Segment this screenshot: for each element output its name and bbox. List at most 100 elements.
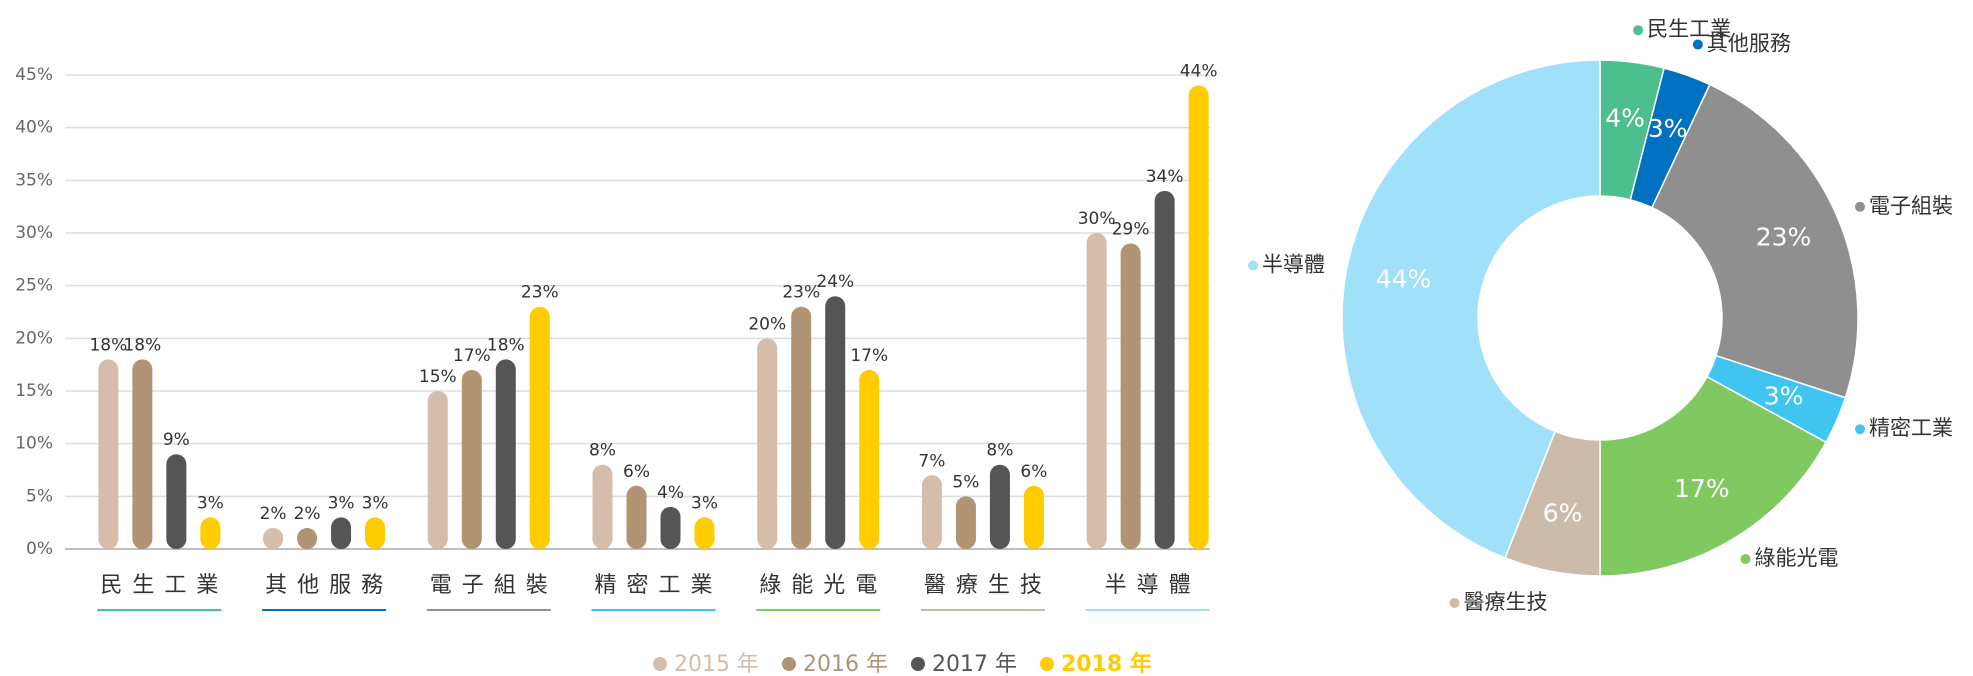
bar [825, 296, 846, 549]
value-label: 23% [521, 283, 559, 303]
bar [989, 464, 1010, 549]
legend-label: 2015 年 [674, 652, 759, 676]
y-tick-label: 45% [15, 65, 53, 85]
legend-label: 2018 年 [1061, 651, 1152, 676]
slice-category-label: 綠能光電 [1755, 546, 1839, 570]
value-label: 7% [918, 451, 945, 471]
value-label: 17% [850, 346, 888, 366]
value-label: 3% [691, 493, 718, 513]
bar [263, 527, 284, 549]
value-label: 2% [260, 504, 287, 524]
y-tick-label: 5% [26, 486, 53, 506]
bar [166, 454, 187, 549]
value-label: 23% [782, 283, 820, 303]
bar [592, 464, 613, 549]
value-label: 4% [657, 483, 684, 503]
slice-value-label: 6% [1543, 498, 1583, 527]
bar [1188, 85, 1209, 550]
value-label: 2% [294, 504, 321, 524]
value-label: 44% [1180, 62, 1218, 82]
slice-category-marker [1633, 25, 1644, 36]
bar [791, 306, 812, 549]
legend-marker [910, 657, 925, 671]
y-tick-label: 30% [15, 223, 53, 243]
value-label: 3% [328, 493, 355, 513]
value-label: 20% [748, 314, 786, 334]
value-label: 8% [986, 441, 1013, 461]
bar [427, 391, 448, 549]
slice-value-label: 4% [1605, 104, 1645, 133]
x-tick-label: 民生工業 [100, 573, 228, 598]
bar [1120, 243, 1141, 550]
slice-value-label: 3% [1648, 114, 1688, 143]
slice-category-marker [1740, 554, 1751, 565]
x-tick-label: 電子組裝 [430, 573, 558, 598]
bar [921, 475, 942, 549]
value-label: 8% [589, 441, 616, 461]
y-tick-label: 20% [15, 328, 53, 348]
bar [200, 517, 221, 549]
slice-category-marker [1247, 260, 1258, 271]
slice-category-marker [1854, 424, 1865, 435]
value-label: 5% [952, 472, 979, 492]
value-label: 17% [453, 346, 491, 366]
bar [626, 485, 647, 549]
x-tick-label: 醫療生技 [924, 573, 1052, 598]
x-tick-label: 綠能光電 [759, 573, 887, 598]
legend-label: 2017 年 [932, 652, 1017, 676]
legend-label: 2016 年 [803, 652, 888, 676]
bar [98, 359, 119, 549]
bar [859, 369, 880, 549]
y-tick-label: 0% [26, 539, 53, 559]
value-label: 3% [197, 493, 224, 513]
y-tick-label: 35% [15, 170, 53, 190]
donut-slice [1650, 83, 1859, 399]
bar [495, 359, 516, 549]
value-label: 18% [89, 335, 127, 355]
value-label: 6% [623, 462, 650, 482]
slice-category-label: 民生工業 [1647, 17, 1731, 41]
value-label: 9% [163, 430, 190, 450]
value-label: 18% [123, 335, 161, 355]
bar [132, 359, 153, 549]
y-tick-label: 15% [15, 381, 53, 401]
legend-marker [1039, 657, 1054, 671]
slice-value-label: 17% [1674, 474, 1730, 503]
value-label: 29% [1112, 220, 1150, 240]
slice-category-marker [1449, 598, 1460, 609]
y-tick-label: 10% [15, 434, 53, 454]
bar [529, 306, 550, 549]
x-tick-label: 其他服務 [265, 573, 393, 598]
value-label: 34% [1146, 167, 1184, 187]
bar [1023, 485, 1044, 549]
donut-slice [1341, 59, 1601, 559]
bar [955, 496, 976, 549]
bar [1154, 190, 1175, 549]
value-label: 24% [816, 272, 854, 292]
value-label: 6% [1020, 462, 1047, 482]
legend-marker [781, 657, 796, 671]
slice-value-label: 44% [1376, 265, 1432, 294]
value-label: 18% [487, 335, 525, 355]
y-tick-label: 40% [15, 118, 53, 138]
value-label: 3% [362, 493, 389, 513]
donut-slice [1599, 375, 1828, 577]
slice-category-label: 醫療生技 [1464, 590, 1548, 614]
value-label: 30% [1078, 209, 1116, 229]
bar [694, 517, 715, 549]
slice-category-label: 電子組裝 [1869, 194, 1953, 218]
bar [757, 338, 778, 549]
bar [331, 517, 352, 549]
y-tick-label: 25% [15, 276, 53, 296]
bar [660, 506, 681, 549]
x-tick-label: 精密工業 [594, 573, 722, 598]
slice-category-label: 半導體 [1262, 253, 1325, 277]
bar [461, 369, 482, 549]
bar [365, 517, 386, 549]
slice-category-marker [1854, 201, 1865, 212]
legend-marker [653, 657, 667, 671]
slice-category-label: 精密工業 [1869, 416, 1953, 440]
bar [297, 527, 318, 549]
slice-category-marker [1692, 39, 1703, 50]
